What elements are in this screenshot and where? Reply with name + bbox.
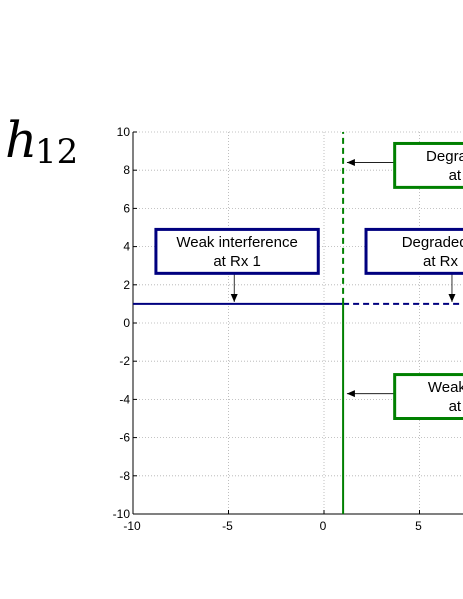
y-tick-label: -10 xyxy=(113,507,131,521)
y-tick-label: -4 xyxy=(119,392,130,406)
y-axis-title-subscript: 12 xyxy=(35,132,78,172)
x-tick-label: 0 xyxy=(320,519,327,533)
annotation-arrowhead xyxy=(448,293,456,302)
annotation-text: at xyxy=(449,167,462,184)
annotation-text: Degrade xyxy=(426,148,463,165)
y-tick-label: -8 xyxy=(119,469,130,483)
y-tick-label: 10 xyxy=(117,125,131,139)
y-tick-label: 2 xyxy=(123,278,130,292)
y-tick-label: 0 xyxy=(123,316,130,330)
annotation: Degrade at xyxy=(346,141,463,189)
annotation-box xyxy=(364,227,463,275)
annotation-text: at Rx 1 xyxy=(213,253,261,270)
x-tick-label: -10 xyxy=(123,519,141,533)
annotation: Weak interference at Rx 1 xyxy=(154,227,320,302)
annotation-arrowhead xyxy=(346,390,355,398)
annotation: Degraded c at Rx xyxy=(364,227,463,302)
region-lines xyxy=(133,132,463,514)
y-tick-label: -6 xyxy=(119,431,130,445)
annotation-box xyxy=(393,141,463,189)
x-tick-label: 5 xyxy=(415,519,422,533)
y-axis-title-main: h xyxy=(5,111,37,169)
axes xyxy=(132,131,463,515)
grid xyxy=(133,131,463,514)
y-tick-label: 4 xyxy=(123,240,130,254)
x-tick-label: -5 xyxy=(222,519,233,533)
tick-labels: 10 8 6 4 2 0 -2 -4 -6 -8 -10-10 -5 0 5 xyxy=(113,125,423,533)
y-tick-label: 8 xyxy=(123,163,130,177)
annotation-arrowhead xyxy=(230,293,238,302)
annotation-box xyxy=(154,227,320,275)
y-tick-label: 6 xyxy=(123,201,130,215)
annotation-text: Degraded c xyxy=(402,234,463,251)
y-tick-label: -2 xyxy=(119,354,130,368)
annotation-arrowhead xyxy=(346,159,355,167)
annotation-text: Weak in xyxy=(428,379,463,396)
y-axis-title: h 12 xyxy=(5,111,78,172)
annotation-text: at xyxy=(449,398,462,415)
annotation-text: Weak interference xyxy=(176,234,297,251)
annotation: Weak in at xyxy=(346,373,463,421)
annotation-text: at Rx xyxy=(423,253,459,270)
annotation-box xyxy=(393,373,463,421)
